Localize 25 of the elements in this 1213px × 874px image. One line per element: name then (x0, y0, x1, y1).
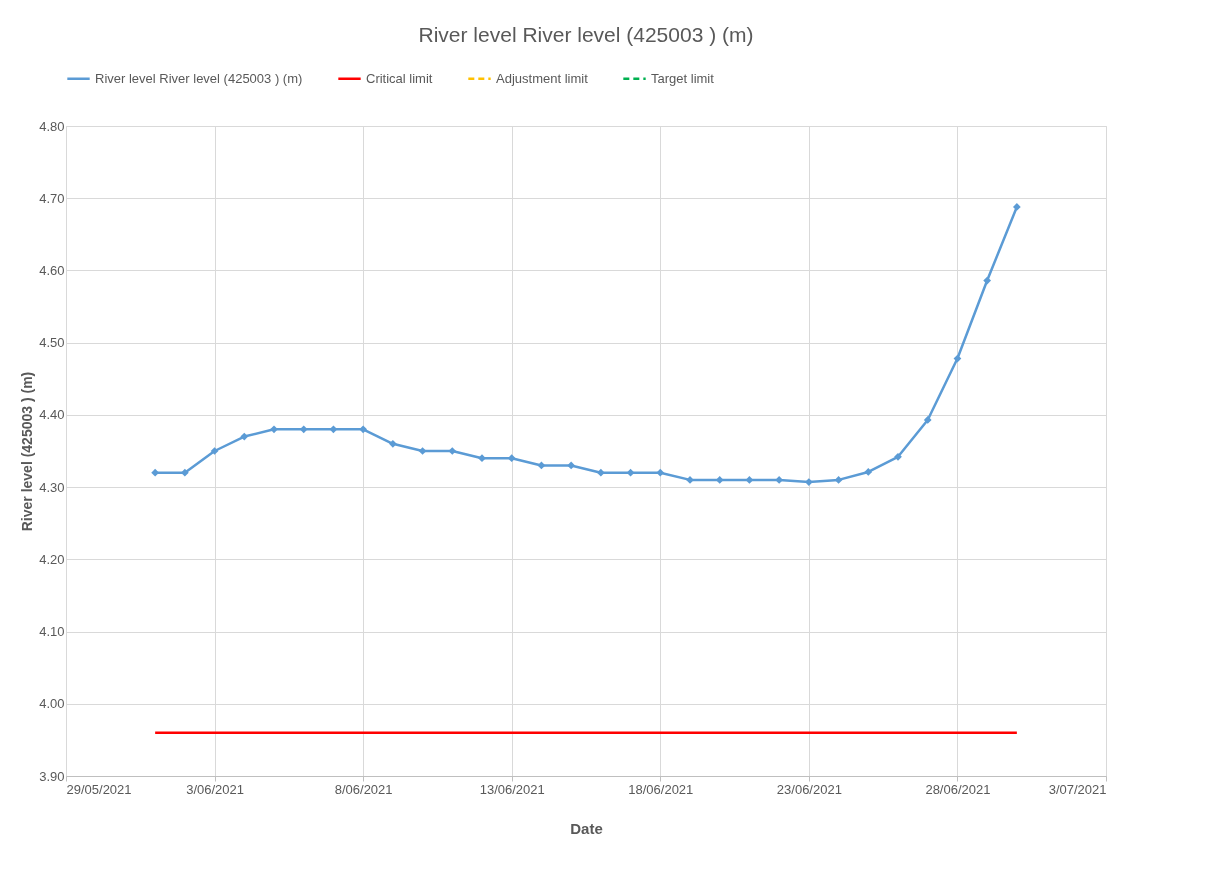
x-tick-label: 8/06/2021 (334, 781, 393, 797)
x-axis-title: Date (570, 819, 603, 837)
legend-label: Target limit (651, 70, 715, 86)
y-tick-label: 4.80 (39, 118, 65, 134)
legend-label: Critical limit (366, 70, 433, 86)
y-tick-label: 4.30 (39, 479, 65, 495)
x-tick-label: 3/07/2021 (1048, 781, 1107, 797)
y-tick-label: 4.50 (39, 335, 65, 351)
y-tick-label: 4.10 (39, 624, 65, 640)
x-tick-label: 28/06/2021 (925, 781, 991, 797)
y-tick-label: 3.90 (39, 768, 65, 784)
y-tick-label: 4.60 (39, 262, 65, 278)
y-tick-label: 4.40 (39, 407, 65, 423)
legend-label: River level River level (425003 ) (m) (95, 70, 303, 86)
y-axis-title: River level (425003 ) (m) (19, 371, 36, 532)
y-tick-label: 4.00 (39, 696, 65, 712)
x-tick-label: 29/05/2021 (66, 781, 132, 797)
legend-label: Adjustment limit (496, 70, 589, 86)
x-tick-label: 23/06/2021 (776, 781, 842, 797)
x-tick-label: 18/06/2021 (628, 781, 694, 797)
y-tick-label: 4.20 (39, 551, 65, 567)
x-tick-label: 3/06/2021 (186, 781, 244, 797)
x-tick-label: 13/06/2021 (479, 781, 545, 797)
chart-title: River level River level (425003 ) (m) (418, 23, 754, 46)
y-tick-label: 4.70 (39, 190, 65, 206)
